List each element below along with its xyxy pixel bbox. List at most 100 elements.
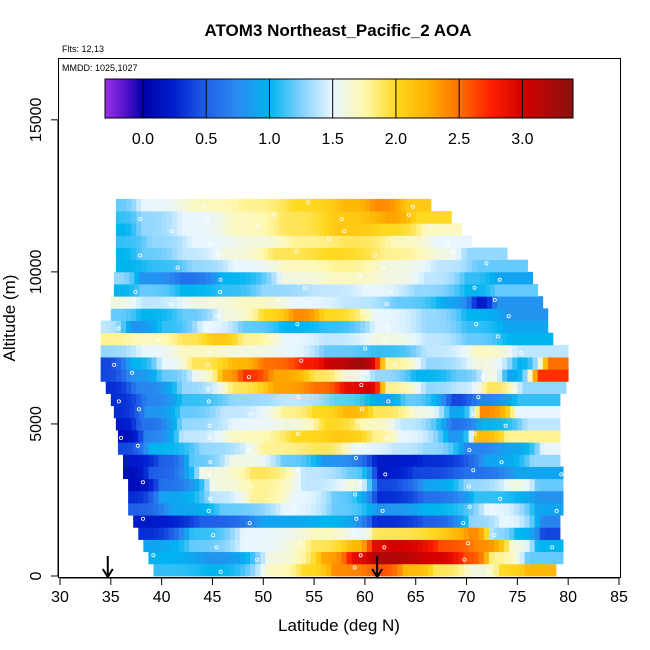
heat-cell (372, 515, 378, 528)
heat-cell (481, 320, 488, 334)
heat-cell (276, 405, 282, 419)
heat-cell (153, 539, 159, 553)
heat-cell (153, 563, 159, 577)
heat-cell (100, 320, 107, 334)
heat-cell (554, 466, 561, 480)
heat-cell (329, 223, 335, 236)
heat-cell (486, 344, 493, 358)
heat-cell (178, 539, 185, 553)
heat-cell (229, 442, 236, 455)
heat-cell (436, 393, 442, 407)
heat-cell (451, 417, 457, 431)
heat-cell (471, 381, 478, 394)
heat-cell (202, 417, 208, 431)
heat-cell (420, 296, 427, 309)
heat-cell (339, 320, 345, 334)
sample-point (295, 431, 300, 436)
heat-cell (265, 539, 271, 553)
sample-point (384, 326, 389, 331)
heat-cell (237, 211, 244, 224)
heat-cell (436, 235, 442, 248)
heat-cell (148, 551, 154, 565)
heat-cell (227, 296, 234, 309)
sample-point (411, 204, 416, 209)
heat-cell (522, 296, 528, 309)
heat-cell (115, 344, 122, 358)
heat-cell (364, 211, 371, 224)
heat-cell (461, 381, 467, 394)
heat-cell (288, 223, 295, 236)
heat-cell (436, 381, 442, 394)
heat-cell (382, 430, 388, 443)
heat-cell (253, 211, 259, 224)
heat-cell (364, 223, 371, 236)
sample-point (276, 297, 281, 302)
heat-cell (149, 405, 155, 419)
heat-cell (534, 454, 541, 467)
heat-cell (512, 393, 518, 407)
heat-cell (158, 490, 165, 504)
heat-cell (184, 454, 190, 467)
heat-cell (204, 563, 210, 577)
sample-point (466, 541, 471, 546)
heat-cell (126, 198, 132, 212)
heat-cell (202, 247, 208, 261)
heat-cell (377, 442, 383, 455)
heat-cell (456, 223, 462, 236)
heat-cell (194, 466, 200, 480)
heat-cell (232, 357, 239, 370)
heat-cell (415, 308, 422, 321)
heat-cell (100, 369, 107, 382)
heat-cell (151, 296, 157, 309)
heat-cell (349, 247, 356, 261)
heat-cell (120, 381, 127, 394)
heat-cell (354, 223, 361, 236)
heat-cell (558, 344, 564, 358)
heat-cell (176, 259, 183, 273)
heat-cell (463, 539, 469, 553)
heat-cell (166, 381, 173, 394)
heat-cell (212, 247, 218, 261)
heat-cell (217, 247, 224, 261)
heat-cell (458, 490, 464, 504)
heat-cell (336, 478, 342, 492)
heat-cell (190, 271, 196, 285)
heat-cell (138, 515, 144, 528)
heat-cell (438, 454, 444, 467)
heat-cell (235, 405, 242, 419)
heat-cell (438, 478, 444, 492)
heat-cell (166, 320, 173, 334)
heat-cell (118, 405, 125, 419)
heat-cell (473, 430, 480, 443)
heat-cell (126, 308, 132, 321)
heat-cell (549, 527, 556, 540)
heat-cell (483, 442, 490, 455)
heat-cell (491, 247, 498, 261)
heat-cell (141, 211, 147, 224)
heat-cell (268, 369, 274, 382)
heat-cell (212, 417, 218, 431)
heat-cell (288, 417, 295, 431)
heat-cell (427, 563, 434, 577)
heat-cell (131, 308, 137, 321)
heat-cell (392, 539, 398, 553)
x-tick-label: 50 (254, 589, 272, 606)
heat-cell (303, 296, 310, 309)
heat-cell (493, 527, 500, 540)
heat-cell (244, 503, 251, 516)
heat-cell (314, 198, 320, 212)
heat-cell (113, 271, 120, 285)
heat-cell (312, 271, 318, 285)
heat-cell (143, 515, 149, 528)
heat-cell (436, 320, 442, 334)
sample-point (302, 285, 307, 290)
sample-point (278, 261, 283, 266)
heat-cell (178, 527, 185, 540)
heat-cell (349, 211, 356, 224)
heat-cell (507, 320, 513, 334)
heat-cell (529, 466, 536, 480)
heat-cell (476, 296, 483, 309)
heat-cell (303, 369, 310, 382)
heat-cell (197, 381, 203, 394)
heat-cell (248, 381, 254, 394)
